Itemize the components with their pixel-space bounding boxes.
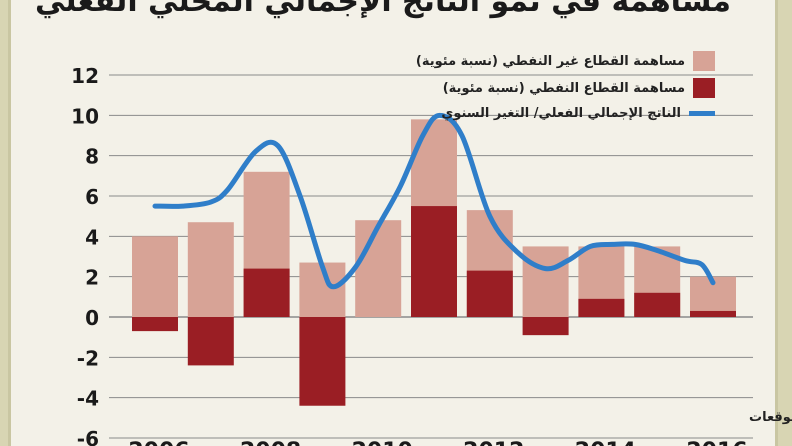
- legend-label-gdp: الناتج الإجمالي الفعلي/ التغير السنوي: [441, 105, 681, 121]
- legend-item-gdp: الناتج الإجمالي الفعلي/ التغير السنوي: [441, 103, 715, 123]
- legend-item-oil: مساهمة القطاع النفطي (نسبة مئوية): [443, 78, 715, 98]
- y-tick-label: 8: [85, 145, 99, 169]
- legend-swatch-nonoil: [693, 51, 715, 71]
- chart-title: مساهمة في نمو الناتج الإجمالي المحلي الف…: [34, 0, 731, 19]
- legend-item-nonoil: مساهمة القطاع غير النفطي (نسبة مئوية): [416, 51, 715, 71]
- legend-swatch-oil: [693, 78, 715, 98]
- x-tick-label: 2014: [575, 439, 636, 446]
- bar-oil: [132, 317, 178, 332]
- chart-plot: 12 10 8 6 4 2 0 -2 -4 -6 2006 2008 2010 2012 2014 2016: [71, 64, 753, 446]
- gdp-line: [152, 112, 716, 290]
- y-tick-label: 4: [85, 225, 99, 249]
- bar-oil: [522, 317, 569, 336]
- bar-nonoil: [355, 220, 402, 317]
- bar-nonoil: [187, 222, 234, 317]
- y-tick-label: 0: [85, 306, 99, 330]
- chart-frame: مساهمة في نمو الناتج الإجمالي المحلي الف…: [8, 0, 792, 446]
- bar-oil: [578, 298, 625, 317]
- y-tick-label: 10: [71, 104, 99, 128]
- bar-oil: [690, 310, 736, 317]
- bar-oil: [411, 206, 457, 317]
- y-tick-label: -6: [77, 427, 99, 446]
- y-tick-label: 12: [71, 64, 99, 88]
- y-tick-label: 6: [85, 185, 99, 209]
- forecast-annotation: توقعات: [749, 410, 792, 425]
- x-tick-label: 2008: [240, 439, 301, 446]
- bar-oil: [187, 317, 234, 366]
- legend-swatch-gdp: [689, 110, 715, 116]
- bar-oil: [634, 292, 681, 317]
- bar-oil: [243, 268, 290, 317]
- legend-label-nonoil: مساهمة القطاع غير النفطي (نسبة مئوية): [415, 53, 685, 69]
- x-tick-label: 2010: [352, 439, 413, 446]
- bar-nonoil: [132, 236, 178, 317]
- y-tick-label: 2: [85, 266, 99, 290]
- legend-label-oil: مساهمة القطاع النفطي (نسبة مئوية): [442, 80, 685, 96]
- x-tick-label: 2006: [128, 439, 189, 446]
- x-tick-label: 2012: [463, 439, 524, 446]
- y-tick-label: -2: [77, 346, 99, 370]
- x-tick-label: 2016: [686, 439, 747, 446]
- bar-oil: [466, 270, 513, 317]
- bar-oil: [299, 317, 346, 406]
- bar-nonoil: [522, 246, 569, 317]
- y-tick-label: -4: [77, 387, 99, 411]
